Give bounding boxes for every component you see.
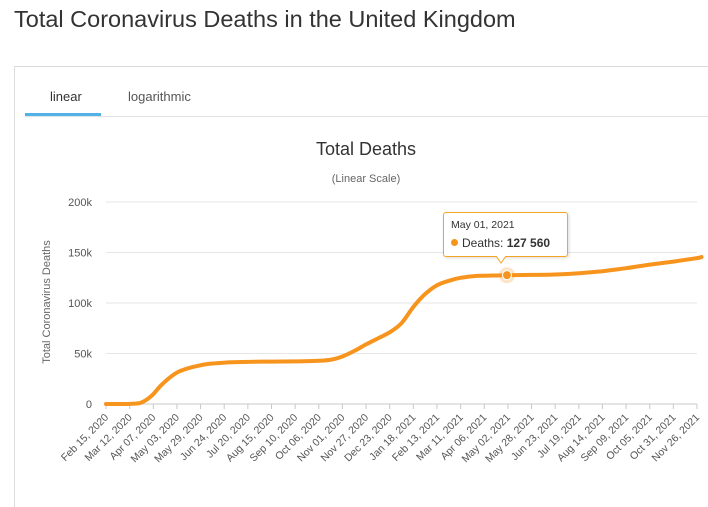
page-title: Total Coronavirus Deaths in the United K…: [14, 6, 516, 32]
tooltip-row: Deaths: 127 560: [451, 236, 550, 250]
chart: Total Deaths (Linear Scale) Total Corona…: [41, 139, 704, 465]
chart-title: Total Deaths: [316, 139, 416, 159]
tooltip-pointer: [496, 256, 506, 264]
y-tick-label: 150k: [68, 248, 92, 260]
highlight-point[interactable]: [501, 270, 512, 281]
tooltip-date: May 01, 2021: [451, 219, 515, 231]
tab-linear[interactable]: linear: [50, 89, 82, 104]
y-tick-label: 200k: [68, 197, 92, 209]
y-axis-label: Total Coronavirus Deaths: [41, 240, 53, 364]
tab-logarithmic[interactable]: logarithmic: [128, 89, 191, 104]
tooltip-value: 127 560: [506, 236, 551, 250]
y-tick-label: 100k: [68, 298, 92, 310]
chart-subtitle: (Linear Scale): [332, 173, 400, 185]
y-tick-label: 50k: [74, 349, 92, 361]
tooltip: May 01, 2021 Deaths: 127 560: [443, 212, 568, 257]
series-line: [104, 255, 704, 407]
y-tick-label: 0: [86, 399, 92, 411]
tooltip-series-label: Deaths:: [462, 236, 504, 250]
active-tab-indicator: [25, 113, 101, 116]
chart-panel: [14, 66, 708, 507]
series-dot-icon: [451, 239, 458, 246]
tab-divider: [25, 116, 708, 117]
